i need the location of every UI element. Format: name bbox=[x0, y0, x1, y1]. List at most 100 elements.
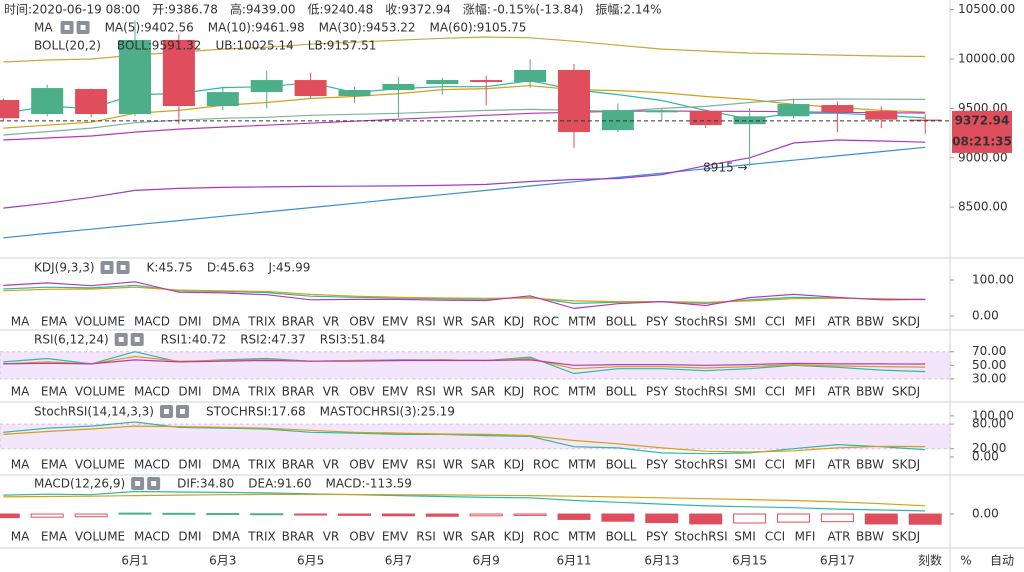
indicator-tab[interactable]: EMA bbox=[41, 385, 68, 399]
indicator-tab[interactable]: StochRSI bbox=[674, 458, 727, 472]
indicator-tab[interactable]: PSY bbox=[646, 530, 669, 544]
indicator-tab[interactable]: MA bbox=[11, 458, 30, 472]
indicator-tab[interactable]: KDJ bbox=[504, 385, 525, 399]
indicator-tab[interactable]: VOLUME bbox=[75, 385, 125, 399]
indicator-tab[interactable]: OBV bbox=[349, 458, 375, 472]
indicator-tab[interactable]: ROC bbox=[533, 315, 559, 329]
indicator-tab[interactable]: OBV bbox=[349, 385, 375, 399]
indicator-tab[interactable]: SAR bbox=[471, 530, 495, 544]
footer-control[interactable]: % bbox=[960, 554, 971, 568]
indicator-tab[interactable]: EMA bbox=[41, 458, 68, 472]
indicator-tab[interactable]: ATR bbox=[828, 530, 851, 544]
indicator-tab[interactable]: EMV bbox=[382, 385, 409, 399]
indicator-tab[interactable]: MACD bbox=[134, 458, 170, 472]
indicator-tab[interactable]: RSI bbox=[416, 385, 436, 399]
indicator-tab[interactable]: VR bbox=[323, 530, 340, 544]
indicator-tab[interactable]: MTM bbox=[568, 315, 596, 329]
indicator-tab[interactable]: CCI bbox=[765, 385, 785, 399]
indicator-tab[interactable]: DMI bbox=[178, 458, 201, 472]
indicator-tab[interactable]: RSI bbox=[416, 315, 436, 329]
indicator-tab[interactable]: MTM bbox=[568, 530, 596, 544]
indicator-tab[interactable]: TRIX bbox=[247, 385, 275, 399]
indicator-tab[interactable]: EMV bbox=[382, 458, 409, 472]
indicator-tab[interactable]: VOLUME bbox=[75, 530, 125, 544]
footer-control[interactable]: 刻数 bbox=[918, 553, 942, 568]
indicator-tab[interactable]: CCI bbox=[765, 530, 785, 544]
indicator-tab[interactable]: BOLL bbox=[606, 385, 637, 399]
indicator-tab[interactable]: VR bbox=[323, 385, 340, 399]
indicator-tab[interactable]: ATR bbox=[828, 385, 851, 399]
indicator-tab[interactable]: DMI bbox=[178, 385, 201, 399]
indicator-tab[interactable]: MACD bbox=[134, 385, 170, 399]
indicator-tab[interactable]: PSY bbox=[646, 385, 669, 399]
indicator-tab[interactable]: TRIX bbox=[247, 458, 275, 472]
indicator-tab[interactable]: OBV bbox=[349, 530, 375, 544]
indicator-tab[interactable]: ROC bbox=[533, 530, 559, 544]
indicator-tab[interactable]: MFI bbox=[795, 315, 816, 329]
indicator-tab[interactable]: RSI bbox=[416, 530, 436, 544]
indicator-tab[interactable]: DMA bbox=[212, 458, 241, 472]
indicator-tab[interactable]: EMA bbox=[41, 530, 68, 544]
indicator-tab[interactable]: SMI bbox=[734, 458, 756, 472]
indicator-tab[interactable]: EMA bbox=[41, 315, 68, 329]
indicator-tab[interactable]: VR bbox=[323, 315, 340, 329]
indicator-tab[interactable]: OBV bbox=[349, 315, 375, 329]
indicator-tab[interactable]: BOLL bbox=[606, 458, 637, 472]
indicator-tab[interactable]: TRIX bbox=[247, 315, 275, 329]
indicator-tab[interactable]: SKDJ bbox=[892, 315, 920, 329]
indicator-tab[interactable]: CCI bbox=[765, 315, 785, 329]
indicator-tab[interactable]: MTM bbox=[568, 458, 596, 472]
indicator-tab[interactable]: DMA bbox=[212, 315, 241, 329]
indicator-tab[interactable]: MTM bbox=[568, 385, 596, 399]
indicator-tab[interactable]: EMV bbox=[382, 315, 409, 329]
indicator-tab[interactable]: ATR bbox=[828, 458, 851, 472]
indicator-tab[interactable]: WR bbox=[443, 458, 463, 472]
indicator-tab[interactable]: SAR bbox=[471, 385, 495, 399]
indicator-tab[interactable]: MA bbox=[11, 530, 30, 544]
indicator-tab[interactable]: KDJ bbox=[504, 458, 525, 472]
indicator-tab[interactable]: SMI bbox=[734, 385, 756, 399]
indicator-tab[interactable]: StochRSI bbox=[674, 530, 727, 544]
indicator-tab[interactable]: SMI bbox=[734, 315, 756, 329]
indicator-tab[interactable]: StochRSI bbox=[674, 385, 727, 399]
indicator-tab[interactable]: SMI bbox=[734, 530, 756, 544]
indicator-tab[interactable]: BBW bbox=[856, 530, 884, 544]
indicator-tab[interactable]: KDJ bbox=[504, 315, 525, 329]
indicator-tab[interactable]: SAR bbox=[471, 315, 495, 329]
indicator-tab[interactable]: SAR bbox=[471, 458, 495, 472]
indicator-tab[interactable]: BBW bbox=[856, 315, 884, 329]
indicator-tab[interactable]: BOLL bbox=[606, 315, 637, 329]
indicator-tab[interactable]: WR bbox=[443, 315, 463, 329]
indicator-tab[interactable]: DMI bbox=[178, 530, 201, 544]
footer-control[interactable]: 自动 bbox=[990, 554, 1014, 568]
indicator-tab[interactable]: BRAR bbox=[282, 530, 315, 544]
indicator-tab[interactable]: DMI bbox=[178, 315, 201, 329]
indicator-tab[interactable]: VOLUME bbox=[75, 458, 125, 472]
indicator-tab[interactable]: BBW bbox=[856, 385, 884, 399]
indicator-tab[interactable]: MA bbox=[11, 315, 30, 329]
indicator-tab[interactable]: RSI bbox=[416, 458, 436, 472]
indicator-tab[interactable]: BRAR bbox=[282, 458, 315, 472]
indicator-tab[interactable]: MFI bbox=[795, 385, 816, 399]
indicator-tab[interactable]: MFI bbox=[795, 458, 816, 472]
indicator-tab[interactable]: SKDJ bbox=[892, 458, 920, 472]
indicator-tab[interactable]: PSY bbox=[646, 315, 669, 329]
indicator-tab[interactable]: BOLL bbox=[606, 530, 637, 544]
indicator-tab[interactable]: PSY bbox=[646, 458, 669, 472]
indicator-tab[interactable]: SKDJ bbox=[892, 385, 920, 399]
indicator-tab[interactable]: ROC bbox=[533, 385, 559, 399]
indicator-tab[interactable]: BRAR bbox=[282, 385, 315, 399]
indicator-tab[interactable]: StochRSI bbox=[674, 315, 727, 329]
indicator-tab[interactable]: EMV bbox=[382, 530, 409, 544]
indicator-tab[interactable]: VOLUME bbox=[75, 315, 125, 329]
indicator-tab[interactable]: SKDJ bbox=[892, 530, 920, 544]
indicator-tab[interactable]: KDJ bbox=[504, 530, 525, 544]
indicator-tab[interactable]: BBW bbox=[856, 458, 884, 472]
indicator-tab[interactable]: MA bbox=[11, 385, 30, 399]
indicator-tab[interactable]: VR bbox=[323, 458, 340, 472]
indicator-tab[interactable]: MACD bbox=[134, 530, 170, 544]
indicator-tab[interactable]: DMA bbox=[212, 530, 241, 544]
indicator-tab[interactable]: ATR bbox=[828, 315, 851, 329]
indicator-tab[interactable]: ROC bbox=[533, 458, 559, 472]
indicator-tab[interactable]: DMA bbox=[212, 385, 241, 399]
